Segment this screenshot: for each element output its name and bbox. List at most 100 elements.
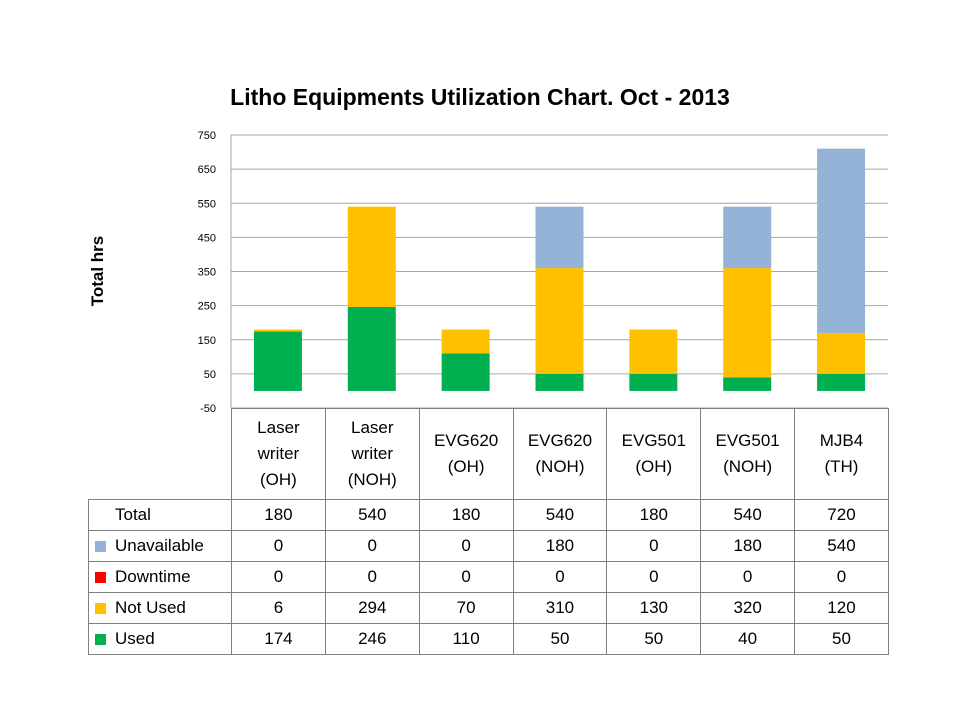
y-tick-label: 550 [198, 198, 216, 210]
category-label-line: writer [257, 444, 300, 463]
table-cell: 0 [794, 561, 889, 593]
bar-segment-not-used [253, 329, 302, 332]
category-label-line: (NOH) [723, 457, 773, 476]
table-cell: 174 [231, 623, 326, 655]
table-cell: 70 [418, 592, 514, 624]
y-tick-label: 250 [198, 301, 216, 313]
table-cell: 0 [324, 561, 420, 593]
table-row: Total 180 540 180 540 180 540 720 [88, 499, 889, 531]
category-label: Laser writer (OH) [231, 408, 326, 500]
row-label: Unavailable [88, 530, 232, 562]
table-cell: 180 [700, 530, 796, 562]
legend-key [95, 572, 106, 583]
table-row: Unavailable 0 0 0 180 0 180 540 [88, 530, 889, 562]
bar-segment-used [347, 306, 396, 391]
category-label-line: EVG620 [527, 431, 593, 450]
bar-segment-not-used [723, 268, 772, 378]
table-cell: 310 [512, 592, 608, 624]
y-tick-label: 150 [198, 335, 216, 347]
table-cell: 50 [512, 623, 608, 655]
category-label-line: (TH) [824, 457, 859, 476]
category-label: Laser writer (NOH) [324, 408, 420, 500]
bar-segment-used [817, 373, 866, 391]
row-label-text: Downtime [115, 567, 191, 586]
category-label: EVG501 (OH) [606, 408, 702, 500]
bar-segment-not-used [347, 206, 396, 307]
table-cell: 180 [231, 499, 326, 531]
bar-segment-not-used [817, 332, 866, 374]
category-label-line: EVG501 [621, 431, 686, 450]
table-row: Downtime 0 0 0 0 0 0 0 [88, 561, 889, 593]
table-cell: 0 [231, 530, 326, 562]
table-cell: 0 [606, 561, 702, 593]
table-cell: 0 [606, 530, 702, 562]
table-cell: 180 [418, 499, 514, 531]
category-label: EVG620 (OH) [418, 408, 514, 500]
table-cell: 0 [512, 561, 608, 593]
y-tick-label: 750 [198, 130, 216, 142]
category-label: EVG620 (NOH) [512, 408, 608, 500]
category-label-line: writer [351, 444, 394, 463]
table-cell: 180 [512, 530, 608, 562]
legend-key [95, 541, 106, 552]
table-cell: 0 [231, 561, 326, 593]
category-label-line: Laser [351, 418, 394, 437]
y-tick-label: 450 [198, 232, 216, 244]
category-label-line: MJB4 [819, 431, 864, 450]
category-label-line: (OH) [260, 470, 297, 489]
y-tick-label: 350 [198, 267, 216, 279]
row-label: Total [88, 499, 232, 531]
table-cell: 40 [700, 623, 796, 655]
bar-segment-used [723, 377, 772, 391]
table-cell: 540 [794, 530, 889, 562]
row-label-text: Total [115, 505, 151, 524]
row-label-text: Used [115, 629, 155, 648]
row-label-text: Unavailable [115, 536, 204, 555]
table-cell: 50 [794, 623, 889, 655]
table-cell: 540 [324, 499, 420, 531]
y-tick-label: 50 [204, 369, 216, 381]
category-label-line: (NOH) [535, 457, 585, 476]
table-cell: 246 [324, 623, 420, 655]
table-cell: 540 [700, 499, 796, 531]
table-cell: 0 [324, 530, 420, 562]
row-label: Used [88, 623, 232, 655]
legend-key [95, 634, 106, 645]
table-cell: 0 [418, 530, 514, 562]
table-cell: 180 [606, 499, 702, 531]
row-label: Not Used [88, 592, 232, 624]
bar-segment-not-used [629, 329, 678, 374]
table-row: Not Used 6 294 70 310 130 320 120 [88, 592, 889, 624]
bar-segment-used [441, 353, 490, 391]
table-cell: 120 [794, 592, 889, 624]
bar-segment-unavailable [535, 206, 584, 269]
data-table: Laser writer (OH) Laser writer (NOH) EVG620 (OH… [88, 408, 889, 655]
bar-segment-not-used [535, 268, 584, 374]
category-label-line: (OH) [447, 457, 485, 476]
row-label: Downtime [88, 561, 232, 593]
category-header-row: Laser writer (OH) Laser writer (NOH) EVG620 (OH… [88, 408, 889, 500]
category-label: EVG501 (NOH) [700, 408, 796, 500]
bar-segment-not-used [441, 329, 490, 354]
row-label-text: Not Used [115, 598, 186, 617]
bar-segment-used [535, 373, 584, 391]
category-label-line: EVG620 [433, 431, 499, 450]
y-tick-label: 650 [198, 164, 216, 176]
stacked-bars [253, 148, 866, 391]
category-label-line: EVG501 [715, 431, 780, 450]
bar-segment-unavailable [817, 148, 866, 333]
bar-segment-used [253, 331, 302, 391]
table-cell: 294 [324, 592, 420, 624]
table-cell: 110 [418, 623, 514, 655]
table-cell: 0 [700, 561, 796, 593]
legend-key [95, 603, 106, 614]
category-label-line: (NOH) [347, 470, 397, 489]
bar-segment-unavailable [723, 206, 772, 269]
table-cell: 720 [794, 499, 889, 531]
category-label-line: Laser [257, 418, 300, 437]
table-cell: 0 [418, 561, 514, 593]
table-cell: 130 [606, 592, 702, 624]
table-cell: 6 [231, 592, 326, 624]
